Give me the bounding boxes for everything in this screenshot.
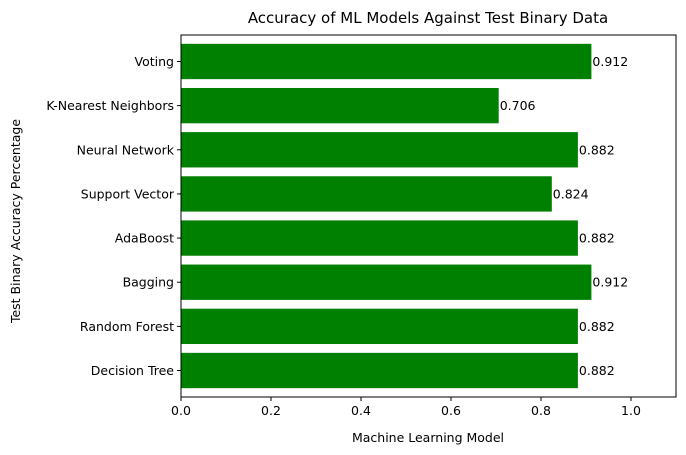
y-axis-label: Test Binary Accuracy Percentage [8, 119, 23, 324]
data-label: 0.882 [579, 319, 615, 334]
bar-adaboost [181, 220, 578, 256]
y-tick-label: Voting [135, 54, 174, 69]
bars-group [181, 43, 592, 389]
y-tick-label: K-Nearest Neighbors [46, 98, 174, 113]
bar-k-nearest-neighbors [181, 87, 499, 124]
y-tick-labels: Decision Tree Random Forest Bagging AdaBoos… [46, 54, 181, 378]
bar-voting [181, 43, 592, 80]
x-axis-label: Machine Learning Model [352, 430, 504, 445]
x-tick-label: 1.0 [621, 403, 641, 418]
bar-neural-network [181, 132, 578, 168]
bar-random-forest [181, 308, 578, 345]
data-label: 0.912 [592, 275, 628, 290]
bar-support-vector [181, 176, 552, 212]
data-label: 0.824 [553, 186, 589, 201]
data-label: 0.912 [592, 54, 628, 69]
x-tick-label: 0.0 [171, 403, 191, 418]
bar-decision-tree [181, 352, 578, 389]
plot-frame [180, 34, 677, 398]
y-tick-label: Neural Network [77, 142, 175, 157]
x-tick-label: 0.2 [261, 403, 281, 418]
y-tick-label: Decision Tree [91, 363, 175, 378]
x-ticks: 0.0 0.2 0.4 0.6 0.8 1.0 [171, 397, 641, 418]
y-tick-label: Bagging [123, 275, 174, 290]
data-label: 0.882 [579, 363, 615, 378]
x-tick-label: 0.6 [441, 403, 461, 418]
data-labels: 0.882 0.882 0.912 0.882 0.824 0.882 0.706 0.912 [500, 54, 628, 378]
data-label: 0.706 [500, 98, 536, 113]
y-tick-label: AdaBoost [115, 231, 174, 246]
y-tick-label: Random Forest [80, 319, 174, 334]
x-tick-label: 0.8 [531, 403, 551, 418]
data-label: 0.882 [579, 142, 615, 157]
data-label: 0.882 [579, 231, 615, 246]
bar-bagging [181, 264, 592, 300]
x-tick-label: 0.4 [351, 403, 371, 418]
y-tick-label: Support Vector [81, 186, 175, 201]
chart-title: Accuracy of ML Models Against Test Binar… [248, 9, 608, 27]
